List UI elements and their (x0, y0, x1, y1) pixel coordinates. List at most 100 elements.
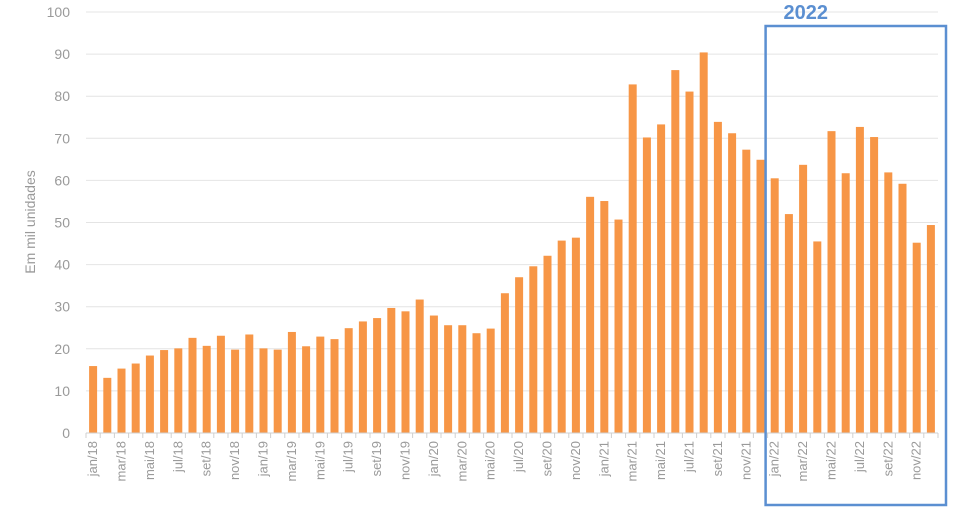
bar (586, 196, 595, 433)
bar (912, 242, 921, 433)
bar (855, 126, 864, 434)
x-tick-label: set/18 (199, 441, 214, 476)
bar (642, 137, 651, 433)
bar (557, 240, 566, 433)
gridlines (86, 11, 938, 392)
x-tick-label: set/21 (710, 441, 725, 476)
bar (287, 331, 296, 433)
y-tick-label: 20 (54, 341, 70, 357)
y-tick-label: 50 (54, 215, 70, 231)
bar (742, 149, 751, 434)
bar (926, 225, 935, 433)
bar (188, 337, 197, 433)
bar (131, 363, 140, 433)
x-tick-label: jul/19 (341, 441, 356, 473)
bar (160, 350, 169, 433)
bar (898, 183, 907, 433)
bar (330, 339, 339, 433)
bar (273, 349, 282, 433)
y-tick-label: 70 (54, 130, 70, 146)
y-tick-label: 30 (54, 299, 70, 315)
bar (699, 52, 708, 434)
bar (600, 201, 609, 433)
x-tick-label: set/22 (880, 441, 895, 476)
bar (472, 333, 481, 433)
bar (685, 91, 694, 433)
x-tick-label: jul/21 (682, 441, 697, 473)
bar (500, 293, 509, 433)
bar (202, 345, 211, 433)
y-tick-label: 100 (47, 4, 71, 20)
x-axis (85, 432, 939, 438)
x-tick-label: nov/21 (738, 441, 753, 480)
x-tick-label: jul/18 (170, 441, 185, 473)
bar (799, 164, 808, 433)
bar (784, 214, 793, 433)
bar (486, 328, 495, 433)
x-tick-label: mar/22 (795, 441, 810, 481)
x-tick-label: set/19 (369, 441, 384, 476)
x-tick-label: mar/21 (625, 441, 640, 481)
bar (813, 241, 822, 433)
x-tick-label: mai/19 (312, 441, 327, 480)
x-tick-label: nov/22 (909, 441, 924, 480)
bar (657, 124, 666, 433)
x-tick-label: mai/18 (142, 441, 157, 480)
bar (543, 255, 552, 433)
x-tick-label: mai/21 (653, 441, 668, 480)
bar (841, 173, 850, 434)
x-axis-tick-labels: jan/18 mar/18 mai/18 jul/18 set/18 nov/18 jan/… (85, 441, 924, 481)
bar (344, 328, 353, 433)
bar (145, 355, 154, 433)
y-axis-tick-labels: 0 10 20 30 40 50 60 70 80 90 100 (47, 4, 71, 441)
x-tick-label: jul/22 (852, 441, 867, 473)
bar (529, 266, 538, 433)
bar (358, 321, 367, 433)
bar (728, 133, 737, 433)
x-tick-label: jan/22 (767, 441, 782, 477)
bar (713, 121, 722, 433)
bar (302, 346, 311, 433)
bar (870, 137, 879, 434)
y-tick-label: 60 (54, 172, 70, 188)
x-tick-label: nov/20 (568, 441, 583, 480)
bar (827, 131, 836, 433)
bar (444, 325, 453, 433)
bar (174, 348, 183, 433)
bar (316, 336, 325, 433)
x-tick-label: jan/18 (85, 441, 100, 477)
x-tick-label: mar/19 (284, 441, 299, 481)
y-axis-label: Em mil unidades (22, 170, 38, 274)
x-tick-label: jan/20 (426, 441, 441, 477)
x-tick-label: mar/20 (454, 441, 469, 481)
bar (770, 178, 779, 433)
bar (458, 325, 467, 433)
bar (415, 299, 424, 433)
bar (401, 311, 410, 433)
bar (671, 70, 680, 433)
bar (103, 377, 112, 433)
x-tick-label: mai/22 (824, 441, 839, 480)
bar (571, 237, 580, 433)
x-tick-label: jan/19 (256, 441, 271, 477)
annotation-label: 2022 (784, 2, 829, 24)
highlight-box (764, 24, 948, 507)
x-tick-label: nov/18 (227, 441, 242, 480)
y-tick-label: 10 (54, 383, 70, 399)
y-tick-label: 0 (62, 425, 70, 441)
y-tick-label: 40 (54, 257, 70, 273)
x-tick-label: set/20 (540, 441, 555, 476)
annotations: 2022 (764, 2, 948, 507)
bar (373, 318, 382, 433)
bar (259, 348, 268, 433)
bar (628, 84, 637, 433)
x-tick-label: mai/20 (483, 441, 498, 480)
bar (756, 159, 765, 433)
bar (429, 315, 438, 433)
x-tick-label: mar/18 (114, 441, 129, 481)
bar (216, 335, 225, 433)
y-tick-label: 90 (54, 46, 70, 62)
bars (89, 52, 935, 434)
bar (614, 219, 623, 433)
